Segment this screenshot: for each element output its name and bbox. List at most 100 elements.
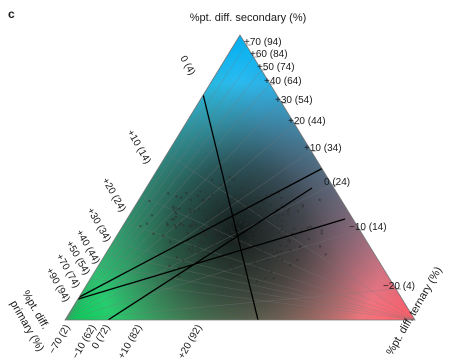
data-point [174,210,177,213]
data-point [209,246,213,249]
data-point [226,233,229,236]
data-point [214,221,217,224]
data-point [248,220,252,223]
data-point [188,208,192,211]
data-point [226,246,229,249]
data-point [249,241,253,244]
secondary-tick-label: 0 (24) [324,177,350,188]
data-point [175,256,178,259]
data-point [214,233,217,236]
reference-line [201,89,259,320]
data-point [202,255,205,258]
data-point [219,208,222,211]
data-point [262,232,266,235]
data-point [261,249,264,252]
data-point [268,233,271,237]
ternary-tick-label: −70 (2) [47,323,73,356]
data-point [246,233,249,236]
data-point [208,214,212,218]
data-point [264,194,268,198]
data-point [279,196,283,200]
data-point [279,244,282,247]
data-point [189,211,192,214]
data-point [281,224,284,228]
data-point [201,242,204,245]
data-point [239,221,242,224]
data-point [297,210,300,213]
data-point [218,236,221,239]
reference-lines [65,89,346,320]
data-point [237,197,240,200]
data-point [272,233,276,237]
data-point [318,245,322,248]
data-point [254,248,258,251]
data-point [232,178,235,181]
data-point [294,236,297,239]
data-point [226,268,229,271]
data-point [240,205,243,208]
data-point [216,224,219,228]
data-point [235,216,238,219]
data-point [248,242,251,245]
data-point [248,236,251,239]
data-point [249,239,252,242]
data-point [281,219,284,222]
secondary-tick-label: +60 (84) [250,49,288,60]
data-point [257,231,261,234]
data-point [238,216,241,219]
data-point [197,208,201,211]
data-point [255,266,259,269]
data-point [193,237,196,241]
data-point [250,249,253,252]
data-point [284,231,287,234]
data-point [279,249,283,253]
data-point [241,186,244,189]
data-point [258,241,261,245]
data-point [260,207,263,211]
data-point [216,226,220,230]
data-point [277,231,281,234]
data-point [240,245,243,248]
data-point [270,249,274,252]
data-point [261,215,264,218]
data-point [240,203,243,206]
data-point [254,237,257,240]
data-point [275,224,279,227]
data-point [206,260,209,264]
grid-line [65,150,312,320]
tick-marks [246,44,401,290]
grid-line [80,247,415,320]
data-point [199,190,202,193]
data-point [278,214,281,218]
data-point [254,232,257,235]
primary-tick-label: +20 (24) [99,176,127,214]
data-point [196,194,200,197]
data-point [175,195,178,198]
data-point [221,217,224,220]
data-point [148,199,151,203]
data-point [223,212,227,215]
data-point [228,185,231,189]
data-point [246,217,249,221]
data-point [219,231,223,234]
data-point [258,206,261,210]
data-point [172,208,175,211]
data-point [215,200,218,203]
data-point [251,206,254,209]
data-point [194,223,197,226]
data-point [175,226,178,229]
data-point [253,261,256,264]
data-point [233,240,237,243]
data-point [197,245,200,249]
grid-line [65,56,254,320]
data-point [232,201,235,204]
data-point [306,226,309,229]
data-point [208,197,211,201]
data-point [230,230,233,234]
data-point [257,239,260,242]
data-point [204,234,208,237]
data-point [207,225,211,228]
data-point [213,219,216,222]
data-point [198,241,201,244]
data-point [285,245,288,248]
